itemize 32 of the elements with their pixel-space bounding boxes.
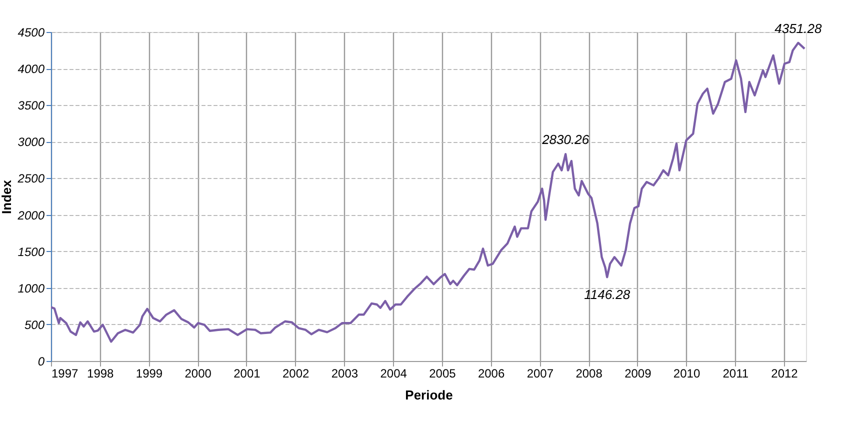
y-tick-label: 2000 — [16, 208, 45, 222]
y-tick-label: 0 — [38, 354, 45, 368]
y-tick-label: 3000 — [18, 135, 45, 150]
x-tick-label: 2007 — [526, 366, 554, 380]
x-tick-label: 2001 — [234, 366, 261, 380]
x-tick-label: 2002 — [282, 366, 310, 380]
y-axis-title: Index — [0, 179, 14, 214]
x-tick-label: 2008 — [576, 366, 603, 380]
x-tick-label: 1997 — [52, 366, 79, 380]
x-tick-label: 2010 — [673, 366, 700, 380]
y-tick-label: 4500 — [18, 26, 45, 40]
y-tick-label: 2500 — [16, 172, 45, 186]
annotation: 1146.28 — [584, 287, 631, 302]
y-tick-label: 1000 — [18, 281, 45, 296]
x-tick-label: 1998 — [87, 366, 114, 380]
x-tick-label: 2005 — [429, 366, 456, 380]
x-tick-label: 1999 — [136, 366, 163, 380]
y-tick-label: 1500 — [18, 244, 45, 259]
line-series — [51, 42, 806, 343]
x-tick-label: 2003 — [331, 366, 358, 380]
x-axis-title: Periode — [405, 388, 453, 402]
y-tick-label: 500 — [24, 318, 45, 332]
annotation: 4351.28 — [774, 20, 822, 36]
x-tick-label: 2009 — [624, 366, 652, 380]
y-tick-label: 3500 — [18, 98, 45, 113]
x-tick-label: 2011 — [722, 366, 749, 380]
x-tick-label: 2004 — [380, 366, 408, 380]
annotation: 2830.26 — [541, 132, 590, 148]
y-tick-label: 4000 — [18, 62, 45, 76]
x-tick-label: 2000 — [184, 366, 212, 380]
x-tick-label: 2012 — [771, 366, 798, 380]
x-tick-label: 2006 — [478, 366, 505, 380]
